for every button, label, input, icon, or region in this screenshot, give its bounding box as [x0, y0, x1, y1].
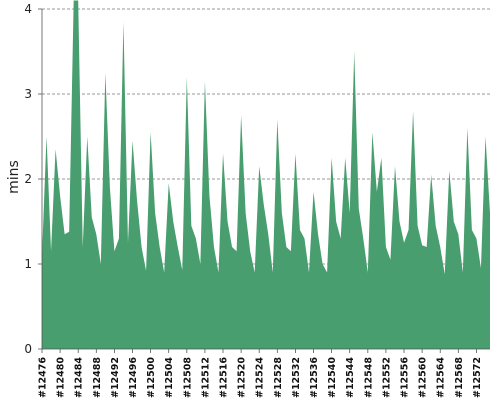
x-tick-labels: #12476 #12480 #12484 #12488 #12492 #12496 #125…	[38, 357, 483, 398]
x-tick-label: #12492	[110, 357, 121, 398]
x-tick-label: #12480	[56, 357, 67, 398]
x-tick-label: #12572	[472, 357, 483, 398]
x-tick-label: #12528	[273, 357, 284, 398]
y-tick-label: 2	[24, 172, 32, 186]
x-tick-label: #12488	[92, 357, 103, 398]
x-tick-label: #12556	[400, 357, 411, 398]
x-tick-label: #12524	[255, 357, 266, 398]
x-tick-label: #12484	[74, 357, 85, 398]
y-tick-label: 0	[24, 342, 32, 356]
x-tick-label: #12512	[200, 357, 211, 398]
x-tick-label: #12564	[436, 357, 447, 398]
y-tick-label: 1	[24, 257, 32, 271]
y-tick-label: 3	[24, 87, 32, 101]
x-tick-label: #12568	[454, 357, 465, 398]
x-tick-label: #12532	[291, 357, 302, 398]
x-tick-label: #12508	[182, 357, 193, 398]
axes	[38, 8, 490, 353]
y-tick-labels: 0 1 2 3 4	[24, 2, 32, 356]
x-tick-label: #12476	[38, 357, 49, 398]
x-tick-label: #12540	[327, 357, 338, 398]
x-tick-label: #12496	[128, 357, 139, 398]
x-tick-label: #12516	[219, 357, 230, 398]
y-tick-label: 4	[24, 2, 32, 16]
x-tick-label: #12560	[418, 357, 429, 398]
x-tick-label: #12544	[345, 357, 356, 398]
x-tick-label: #12500	[146, 357, 157, 398]
x-tick-label: #12520	[237, 357, 248, 398]
x-tick-label: #12552	[381, 357, 392, 398]
series-area	[42, 0, 490, 349]
y-axis-label: mins	[6, 160, 22, 194]
x-tick-label: #12504	[164, 357, 175, 398]
x-tick-label: #12548	[363, 357, 374, 398]
x-tick-label: #12536	[309, 357, 320, 398]
